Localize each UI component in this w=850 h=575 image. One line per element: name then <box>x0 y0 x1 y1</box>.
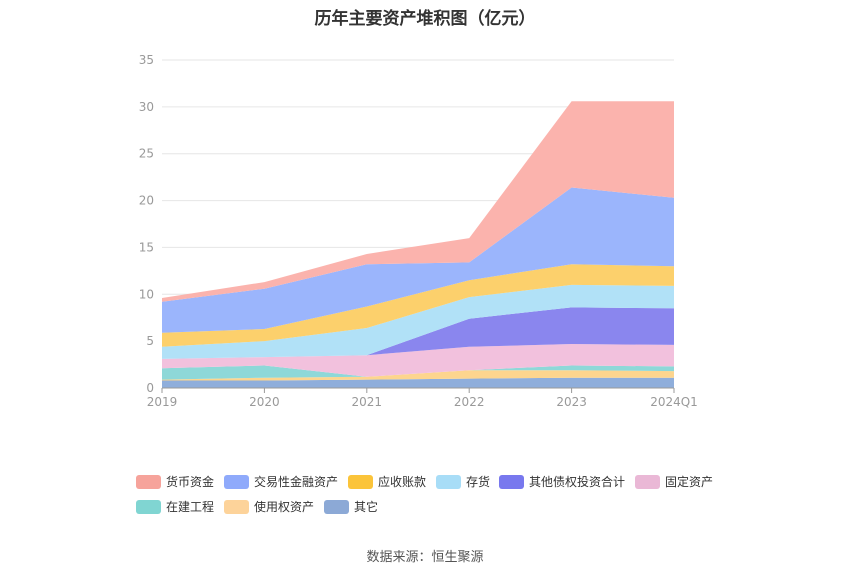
area-series <box>162 365 674 380</box>
y-tick-label: 35 <box>139 53 154 67</box>
area-series <box>162 344 674 377</box>
x-tick-label: 2022 <box>454 395 485 409</box>
stacked-area-chart: 0 5 10 15 20 25 30 35 2019 2020 2021 2022 2023 2024Q1 <box>139 53 698 409</box>
x-tick-label: 2019 <box>147 395 178 409</box>
y-tick-label: 5 <box>146 334 154 348</box>
legend-label: 在建工程 <box>166 500 215 514</box>
y-tick-label: 20 <box>139 194 154 208</box>
area-series <box>162 284 674 359</box>
legend-swatch <box>324 499 349 514</box>
legend-swatch <box>499 474 524 489</box>
legend-swatch <box>348 474 373 489</box>
area-series <box>162 264 674 347</box>
legend-item-other-debt-investments[interactable]: 其他债权投资合计 <box>499 473 625 490</box>
legend-item-receivables[interactable]: 应收账款 <box>348 473 426 490</box>
data-source: 数据来源：恒生聚源 <box>366 550 484 565</box>
legend-swatch <box>224 499 249 514</box>
legend-label: 使用权资产 <box>254 500 315 514</box>
legend-item-right-of-use[interactable]: 使用权资产 <box>224 498 314 515</box>
y-tick-label: 15 <box>139 240 154 254</box>
legend-item-inventory[interactable]: 存货 <box>436 473 490 490</box>
legend-swatch <box>635 474 660 489</box>
area-series <box>162 370 674 381</box>
area-series <box>162 377 674 388</box>
legend-label: 其它 <box>354 500 379 514</box>
y-tick-label: 0 <box>146 381 154 395</box>
legend-label: 存货 <box>466 475 491 489</box>
legend-item-trading-assets[interactable]: 交易性金融资产 <box>224 473 338 490</box>
y-tick-label: 25 <box>139 147 154 161</box>
legend-item-construction[interactable]: 在建工程 <box>136 498 214 515</box>
area-series <box>162 187 674 333</box>
x-tick-label: 2020 <box>249 395 280 409</box>
area-series <box>162 307 674 359</box>
legend-item-other[interactable]: 其它 <box>324 498 378 515</box>
legend-swatch <box>136 499 161 514</box>
y-tick-label: 30 <box>139 100 154 114</box>
x-tick-label: 2024Q1 <box>650 395 698 409</box>
legend-label: 固定资产 <box>665 475 714 489</box>
legend-label: 应收账款 <box>378 475 427 489</box>
legend-swatch <box>224 474 249 489</box>
area-series <box>162 101 674 302</box>
x-tick-label: 2023 <box>556 395 587 409</box>
legend-label: 货币资金 <box>166 475 215 489</box>
x-tick-label: 2021 <box>352 395 383 409</box>
legend-swatch <box>436 474 461 489</box>
legend-label: 其他债权投资合计 <box>529 475 626 489</box>
legend-swatch <box>136 474 161 489</box>
legend-item-fixed-assets[interactable]: 固定资产 <box>635 473 713 490</box>
chart-title: 历年主要资产堆积图（亿元） <box>314 9 536 29</box>
y-tick-label: 10 <box>139 287 154 301</box>
legend-item-cash[interactable]: 货币资金 <box>136 473 214 490</box>
legend-label: 交易性金融资产 <box>254 475 339 489</box>
